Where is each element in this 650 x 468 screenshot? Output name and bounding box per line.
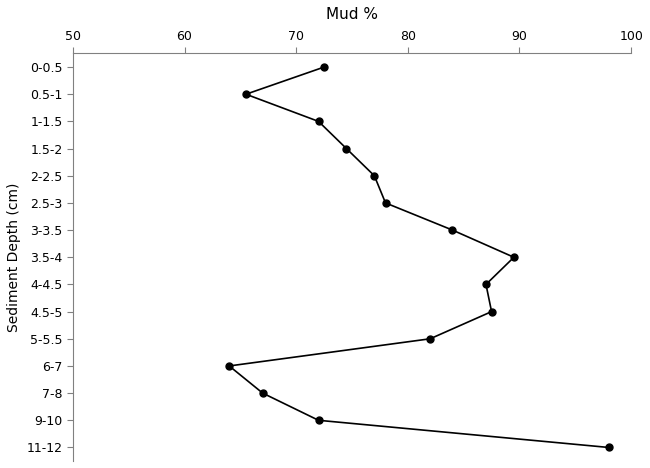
Title: Mud %: Mud % [326,7,378,22]
Y-axis label: Sediment Depth (cm): Sediment Depth (cm) [7,183,21,332]
